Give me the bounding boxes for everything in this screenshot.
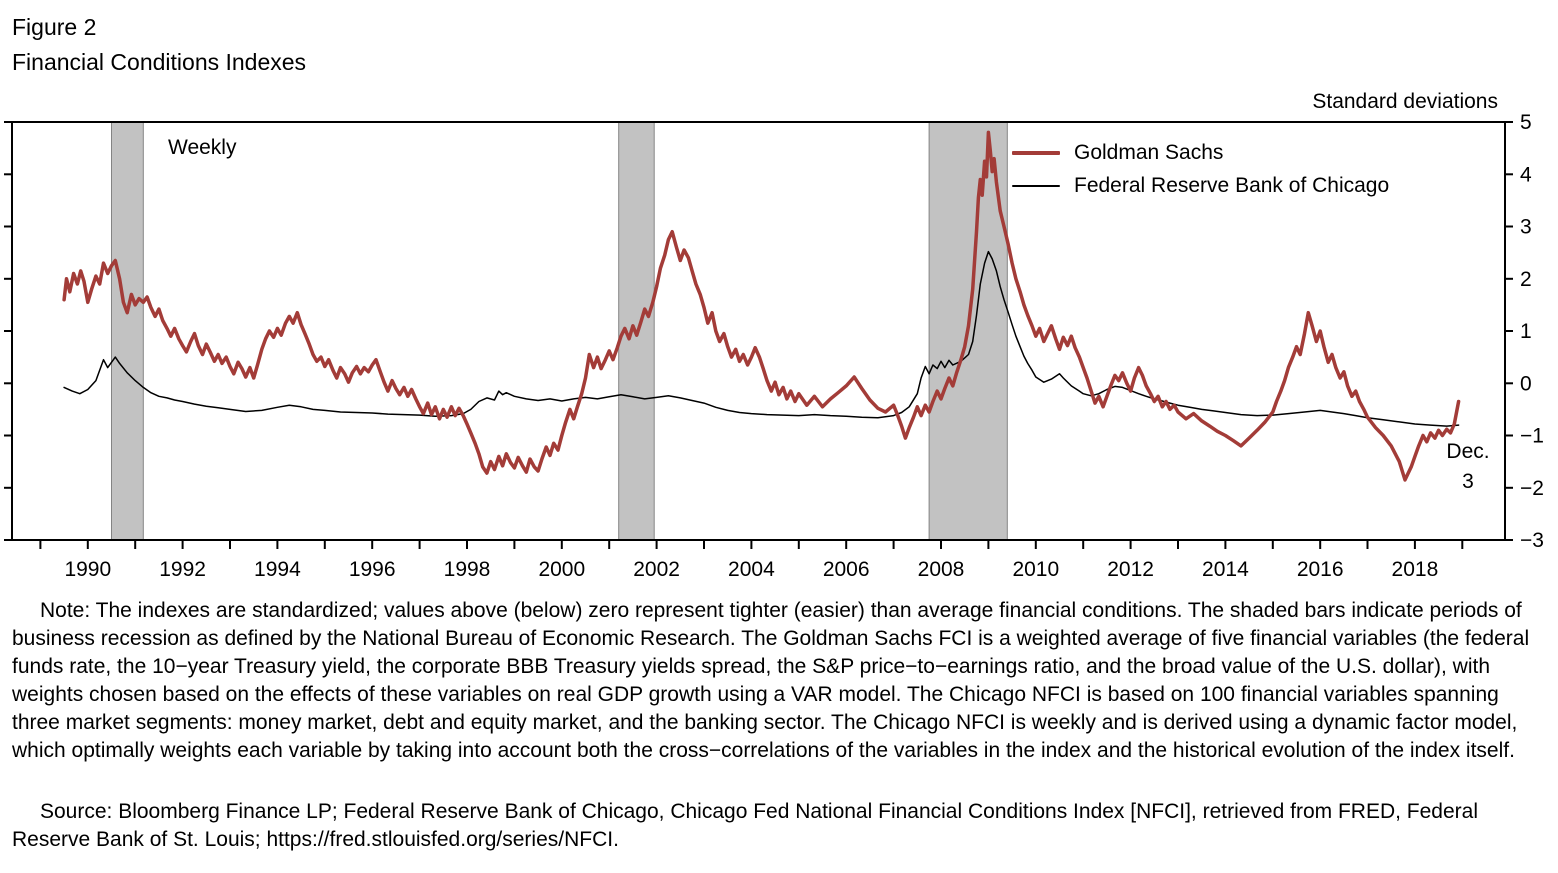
y-axis-tick-label: −3 — [1520, 529, 1544, 552]
series-line-goldman-sachs — [62, 130, 1461, 482]
latest-observation-line1: Dec. — [1446, 440, 1490, 463]
series-line-federal-reserve-bank-of-chicago — [63, 250, 1460, 427]
legend-label-chicago-fed: Federal Reserve Bank of Chicago — [1074, 174, 1390, 197]
x-axis-tick-label: 2004 — [728, 558, 775, 581]
legend-label-goldman-sachs: Goldman Sachs — [1074, 141, 1224, 164]
x-axis-tick-label: 2000 — [538, 558, 585, 581]
figure-number: Figure 2 — [12, 14, 97, 40]
y-axis-tick-label: 1 — [1520, 320, 1532, 343]
fci-line-chart: 5 4 3 2 1 0 −1 −2 −3 1990 1992 1994 1996 1998 2000 2002… — [4, 112, 1544, 581]
x-axis-tick-label: 2002 — [633, 558, 680, 581]
legend-line-swatch-goldman-sachs — [1012, 151, 1060, 155]
x-axis-tick-label: 2014 — [1202, 558, 1249, 581]
legend-item-goldman-sachs: Goldman Sachs — [1012, 140, 1389, 166]
frequency-label: Weekly — [168, 136, 237, 159]
y-axis-tick-label: 4 — [1520, 163, 1532, 186]
y-axis-tick-label: 3 — [1520, 216, 1532, 239]
recession-band — [111, 121, 144, 541]
x-axis-tick-label: 2012 — [1107, 558, 1154, 581]
x-axis-tick-label: 2018 — [1392, 558, 1439, 581]
x-axis-tick-label: 1996 — [349, 558, 396, 581]
y-axis-tick-label: −2 — [1520, 477, 1544, 500]
x-axis-tick-label: 2006 — [823, 558, 870, 581]
y-axis-tick-label: 5 — [1520, 112, 1532, 134]
figure-source: Source: Bloomberg Finance LP; Federal Re… — [12, 800, 1478, 851]
x-axis-tick-label: 1990 — [64, 558, 111, 581]
chart-legend: Goldman Sachs Federal Reserve Bank of Ch… — [1012, 140, 1389, 199]
x-axis-tick-label: 2016 — [1297, 558, 1344, 581]
legend-item-chicago-fed: Federal Reserve Bank of Chicago — [1012, 173, 1389, 199]
figure-title: Financial Conditions Indexes — [12, 49, 307, 75]
y-axis-tick-label: −1 — [1520, 425, 1544, 448]
x-axis-tick-label: 1998 — [444, 558, 491, 581]
x-axis-tick-label: 2010 — [1012, 558, 1059, 581]
y-axis-unit-label: Standard deviations — [1312, 90, 1498, 113]
latest-observation-line2: 3 — [1462, 470, 1474, 493]
x-axis-tick-label: 1994 — [254, 558, 301, 581]
y-axis-tick-label: 2 — [1520, 268, 1532, 291]
figure-note: Note: The indexes are standardized; valu… — [12, 599, 1530, 762]
y-axis-tick-label: 0 — [1520, 372, 1532, 395]
latest-observation-annotation: Dec. 3 — [1441, 437, 1495, 497]
x-axis-tick-label: 2008 — [918, 558, 965, 581]
x-axis-tick-label: 1992 — [159, 558, 206, 581]
legend-line-swatch-chicago-fed — [1012, 185, 1060, 187]
